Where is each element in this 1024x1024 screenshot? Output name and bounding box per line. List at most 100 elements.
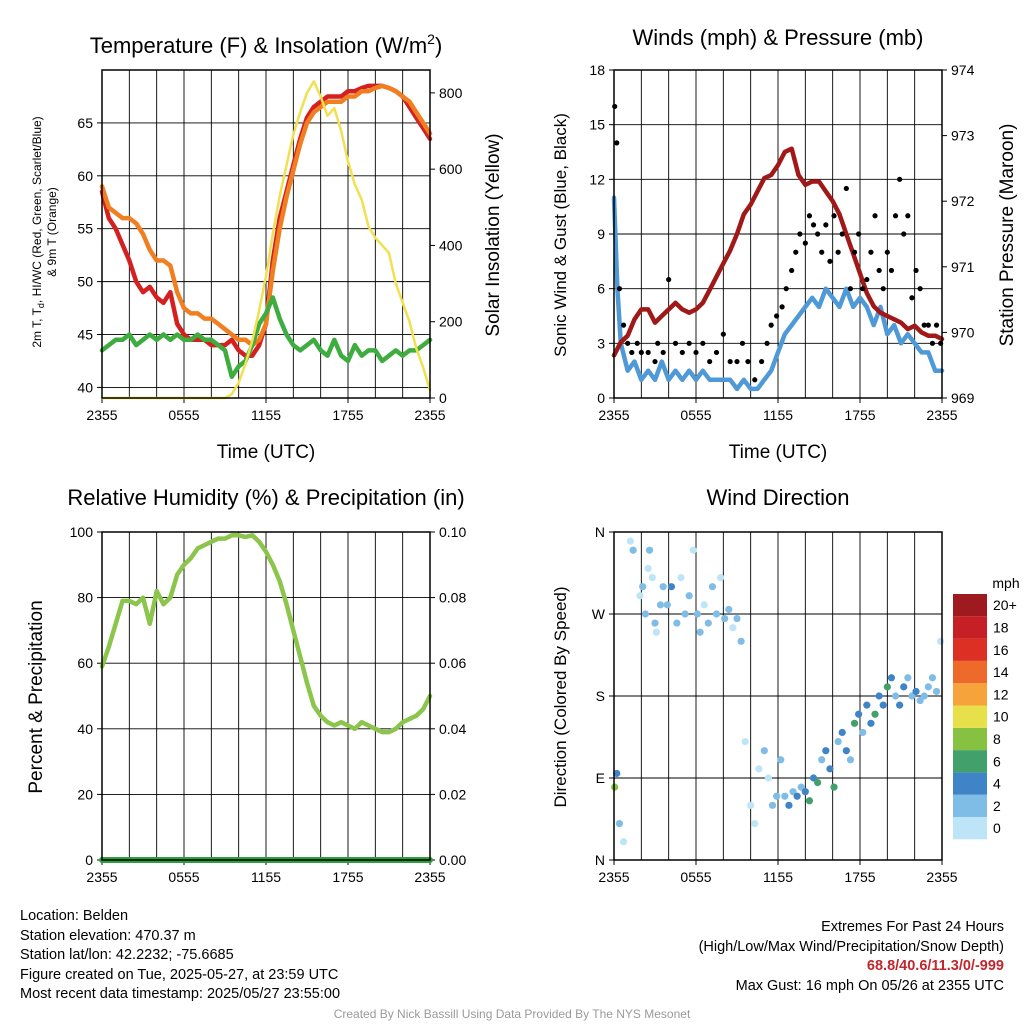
direction-point — [619, 838, 628, 846]
x-tick-label: 2355 — [926, 407, 957, 423]
gust-point — [815, 231, 821, 237]
y-tick-label: 6 — [597, 281, 605, 297]
extremes-title: Extremes For Past 24 Hours — [821, 919, 1004, 935]
direction-point — [932, 687, 941, 696]
gust-point — [720, 331, 726, 337]
y-tick-label: 55 — [77, 221, 93, 237]
humidity-ylabel: Percent & Precipitation — [26, 600, 47, 793]
direction-point — [641, 610, 650, 618]
gust-point — [806, 213, 813, 219]
direction-point — [768, 801, 777, 809]
y-tick-label: S — [596, 688, 605, 704]
x-tick-label: 2355 — [414, 869, 445, 885]
gust-point — [831, 213, 837, 219]
x-tick-label: 1755 — [332, 869, 363, 885]
direction-point — [785, 801, 793, 809]
y2-tick-label: 974 — [951, 62, 975, 78]
y-tick-label: 40 — [77, 379, 93, 395]
colorbar-swatch — [953, 683, 987, 706]
gust-point — [929, 340, 936, 346]
plot-frame — [613, 69, 943, 399]
gust-point — [679, 349, 685, 356]
y-tick-label: 60 — [77, 168, 93, 184]
direction-point — [822, 747, 830, 755]
x-tick-label: 2355 — [598, 869, 629, 885]
direction-point — [883, 683, 891, 691]
direction-point — [838, 728, 846, 737]
winds-chart: 0 3 6 9 12 15 18 969 970 971 972 973 974 2355 0555 1155… — [589, 62, 974, 423]
direction-point — [818, 756, 826, 764]
colorbar-label: 0 — [993, 820, 1001, 836]
direction-point — [867, 719, 875, 727]
winds-ylabel: Sonic Wind & Gust (Blue, Black) — [551, 113, 570, 357]
direction-point — [805, 797, 814, 805]
y-tick-label: 9 — [597, 226, 605, 242]
gust-point — [835, 249, 841, 255]
direction-point — [781, 792, 789, 800]
direction-point — [648, 573, 656, 582]
gust-point — [797, 231, 803, 237]
humidity-title: Relative Humidity (%) & Precipitation (i… — [67, 485, 464, 510]
x-tick-label: 2355 — [414, 407, 445, 423]
direction-point — [733, 614, 741, 623]
gust-point — [652, 358, 658, 365]
gust-point — [707, 358, 713, 365]
y-tick-label: N — [595, 524, 605, 540]
y-tick-label: E — [596, 770, 605, 786]
direction-point — [855, 710, 863, 718]
direction-point — [826, 765, 834, 773]
x-tick-label: 0555 — [680, 407, 711, 423]
direction-point — [777, 756, 785, 764]
y-tick-label: 100 — [70, 524, 94, 540]
colorbar-label: 10 — [993, 709, 1009, 725]
latlon-text: Station lat/lon: 42.2232; -75.6685 — [20, 947, 234, 963]
gust-point — [672, 340, 679, 346]
direction-point — [677, 573, 685, 582]
colorbar-label: 16 — [993, 642, 1009, 658]
plot-frame — [101, 69, 431, 399]
direction-point — [651, 619, 659, 627]
temperature-y2label: Solar Insolation (Yellow) — [483, 133, 504, 336]
direction-point — [859, 728, 867, 737]
x-tick-label: 1155 — [763, 407, 793, 423]
gust-point — [880, 286, 886, 292]
y-tick-label: 40 — [77, 721, 93, 737]
temperature-chart: 40 45 50 55 60 65 0 200 400 600 800 2355 0555 1155 175… — [77, 69, 463, 423]
series-line-td — [99, 295, 433, 380]
direction-point — [725, 605, 733, 614]
gust-point — [634, 340, 640, 346]
direction-point — [741, 737, 749, 746]
gust-point — [810, 222, 817, 228]
direction-point — [721, 614, 729, 623]
y2-tick-label: 973 — [951, 128, 975, 144]
series-line-9m-t — [99, 83, 433, 348]
y-tick-label: 15 — [589, 117, 605, 133]
direction-point — [663, 601, 671, 609]
colorbar-swatch — [953, 794, 987, 817]
y-tick-label: 20 — [77, 786, 93, 802]
y2-tick-label: 0.06 — [439, 655, 466, 671]
y-tick-label: 50 — [77, 274, 93, 290]
x-tick-label: 2355 — [598, 407, 629, 423]
winds-y2label: Station Pressure (Maroon) — [997, 124, 1018, 347]
direction-point — [850, 719, 859, 727]
direction-point — [626, 537, 635, 545]
gust-point — [819, 249, 825, 255]
max-gust-text: Max Gust: 16 mph On 05/26 at 2355 UTC — [735, 977, 1004, 994]
direction-point — [760, 747, 768, 755]
gust-point — [839, 231, 845, 237]
y-tick-label: 65 — [77, 115, 93, 131]
temperature-ylabel-line1: 2m T, Td, HI/WC (Red, Green, Scarlet/Blu… — [30, 116, 46, 347]
colorbar-label: 4 — [993, 776, 1001, 792]
colorbar-label: 2 — [993, 798, 1001, 814]
winds-title: Winds (mph) & Pressure (mb) — [633, 25, 924, 50]
x-tick-label: 0555 — [168, 407, 199, 423]
gust-point — [764, 340, 770, 346]
gust-point — [745, 358, 751, 365]
colorbar-swatch — [953, 705, 987, 728]
y-tick-label: 45 — [77, 327, 93, 343]
direction-point — [704, 619, 712, 627]
y-tick-label: 3 — [597, 335, 605, 351]
y-tick-label: 60 — [77, 655, 93, 671]
